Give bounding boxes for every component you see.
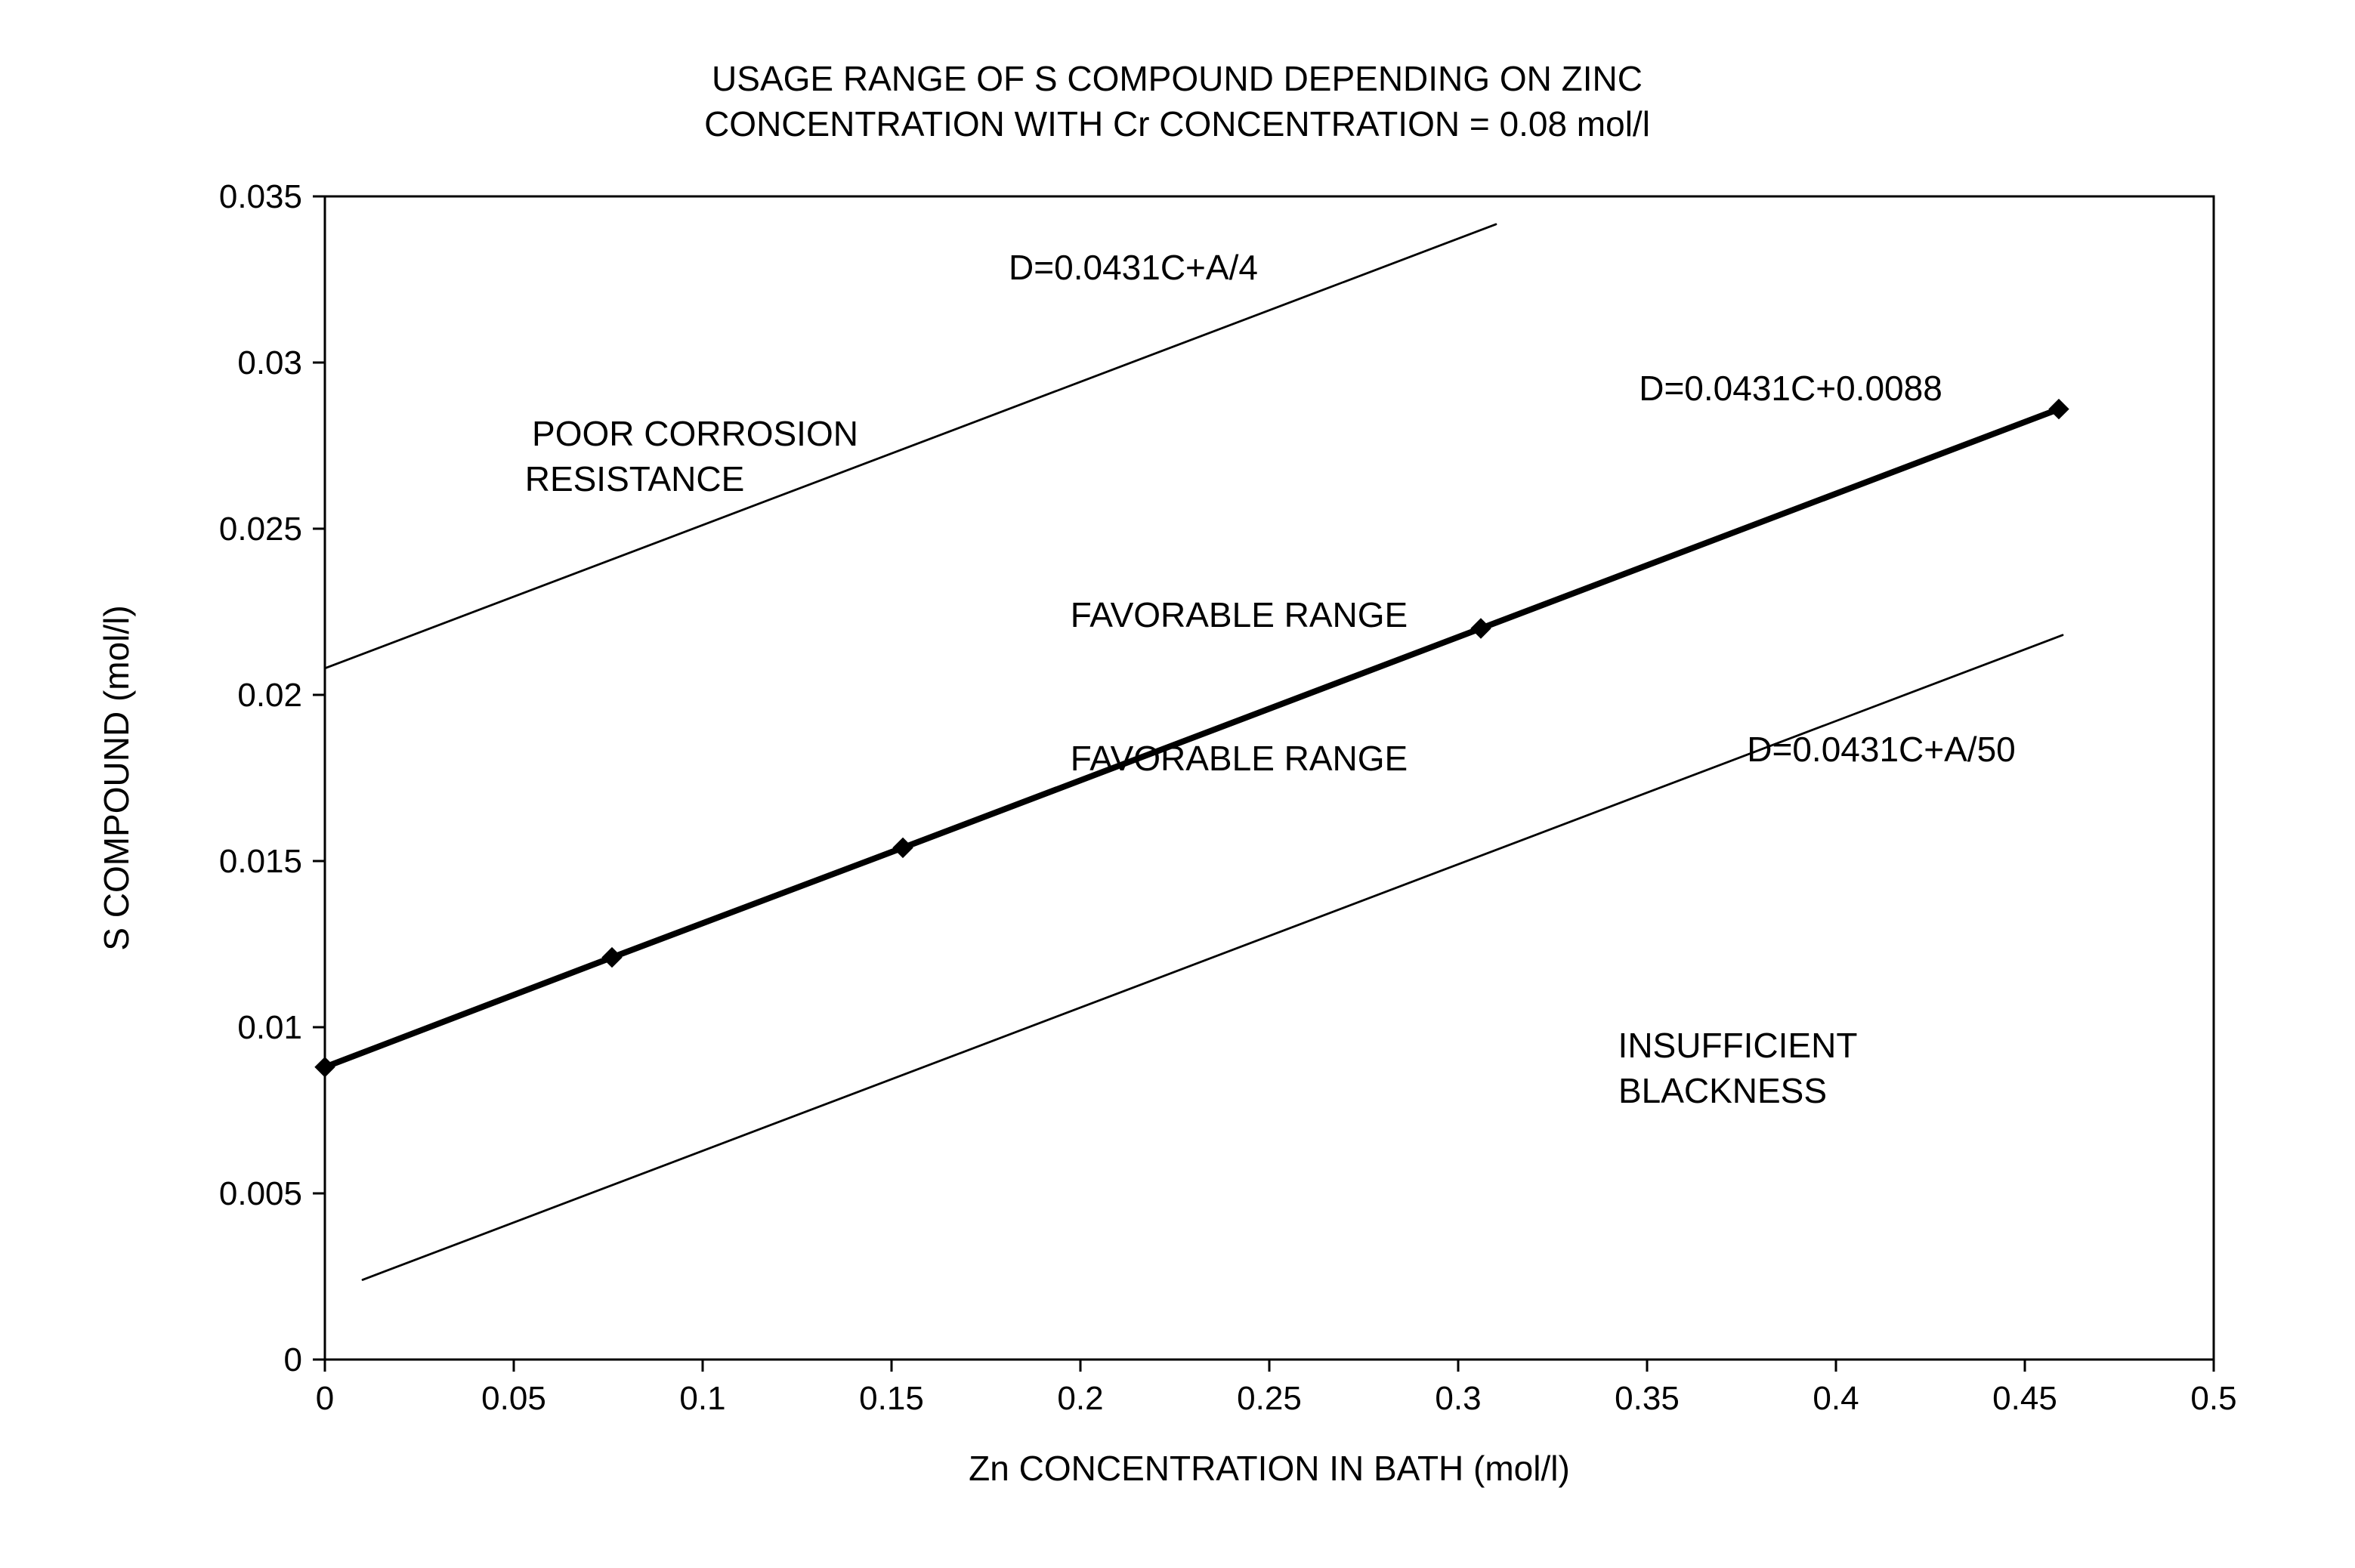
chart-title-line2: CONCENTRATION WITH Cr CONCENTRATION = 0.… bbox=[704, 104, 1650, 144]
x-tick-label: 0.3 bbox=[1435, 1380, 1481, 1417]
y-tick-label: 0.005 bbox=[219, 1175, 302, 1212]
annot_lower_eq: D=0.0431C+A/50 bbox=[1747, 730, 2016, 769]
annot_center_eq: D=0.0431C+0.0088 bbox=[1639, 369, 1942, 408]
y-tick-label: 0.035 bbox=[219, 178, 302, 215]
chart-title-line1: USAGE RANGE OF S COMPOUND DEPENDING ON Z… bbox=[712, 59, 1643, 98]
annot_poor1: POOR CORROSION bbox=[532, 414, 858, 453]
annot_insuf1: INSUFFICIENT bbox=[1618, 1026, 1858, 1065]
marker-center_line bbox=[315, 1057, 335, 1077]
annot_upper_eq: D=0.0431C+A/4 bbox=[1009, 248, 1258, 287]
annotations: D=0.0431C+A/4 D=0.0431C+0.0088 D=0.0431C+A… bbox=[525, 248, 2016, 1110]
annot_poor2: RESISTANCE bbox=[525, 459, 745, 498]
y-axis-label: S COMPOUND (mol/l) bbox=[97, 605, 136, 950]
x-tick-label: 0.35 bbox=[1615, 1380, 1680, 1417]
y-tick-label: 0.015 bbox=[219, 843, 302, 880]
annot_insuf2: BLACKNESS bbox=[1618, 1071, 1827, 1110]
y-tick-label: 0.01 bbox=[237, 1009, 302, 1046]
x-tick-label: 0 bbox=[316, 1380, 334, 1417]
x-tick-label: 0.1 bbox=[679, 1380, 725, 1417]
y-tick-label: 0 bbox=[284, 1341, 302, 1378]
x-tick-label: 0.5 bbox=[2190, 1380, 2236, 1417]
x-tick-label: 0.05 bbox=[481, 1380, 546, 1417]
marker-center_line bbox=[893, 838, 913, 857]
marker-center_line bbox=[2049, 400, 2069, 419]
chart-page: USAGE RANGE OF S COMPOUND DEPENDING ON Z… bbox=[0, 0, 2355, 1568]
y-tick-label: 0.02 bbox=[237, 677, 302, 714]
x-tick-label: 0.4 bbox=[1813, 1380, 1859, 1417]
x-axis-label: Zn CONCENTRATION IN BATH (mol/l) bbox=[969, 1449, 1570, 1488]
x-tick-label: 0.2 bbox=[1057, 1380, 1103, 1417]
annot_fav1: FAVORABLE RANGE bbox=[1071, 595, 1408, 634]
y-tick-label: 0.03 bbox=[237, 344, 302, 381]
x-tick-label: 0.15 bbox=[859, 1380, 924, 1417]
marker-center_line bbox=[1471, 619, 1491, 638]
y-tick-label: 0.025 bbox=[219, 511, 302, 548]
plot-area: 0 0.05 0.1 0.15 0.2 0.25 0.3 0.35 0.4 0.45 0.5 0 0.0… bbox=[219, 178, 2237, 1417]
annot_fav2: FAVORABLE RANGE bbox=[1071, 739, 1408, 778]
x-tick-label: 0.25 bbox=[1237, 1380, 1302, 1417]
marker-center_line bbox=[602, 948, 622, 968]
chart-svg: USAGE RANGE OF S COMPOUND DEPENDING ON Z… bbox=[0, 0, 2355, 1568]
x-tick-label: 0.45 bbox=[1992, 1380, 2057, 1417]
